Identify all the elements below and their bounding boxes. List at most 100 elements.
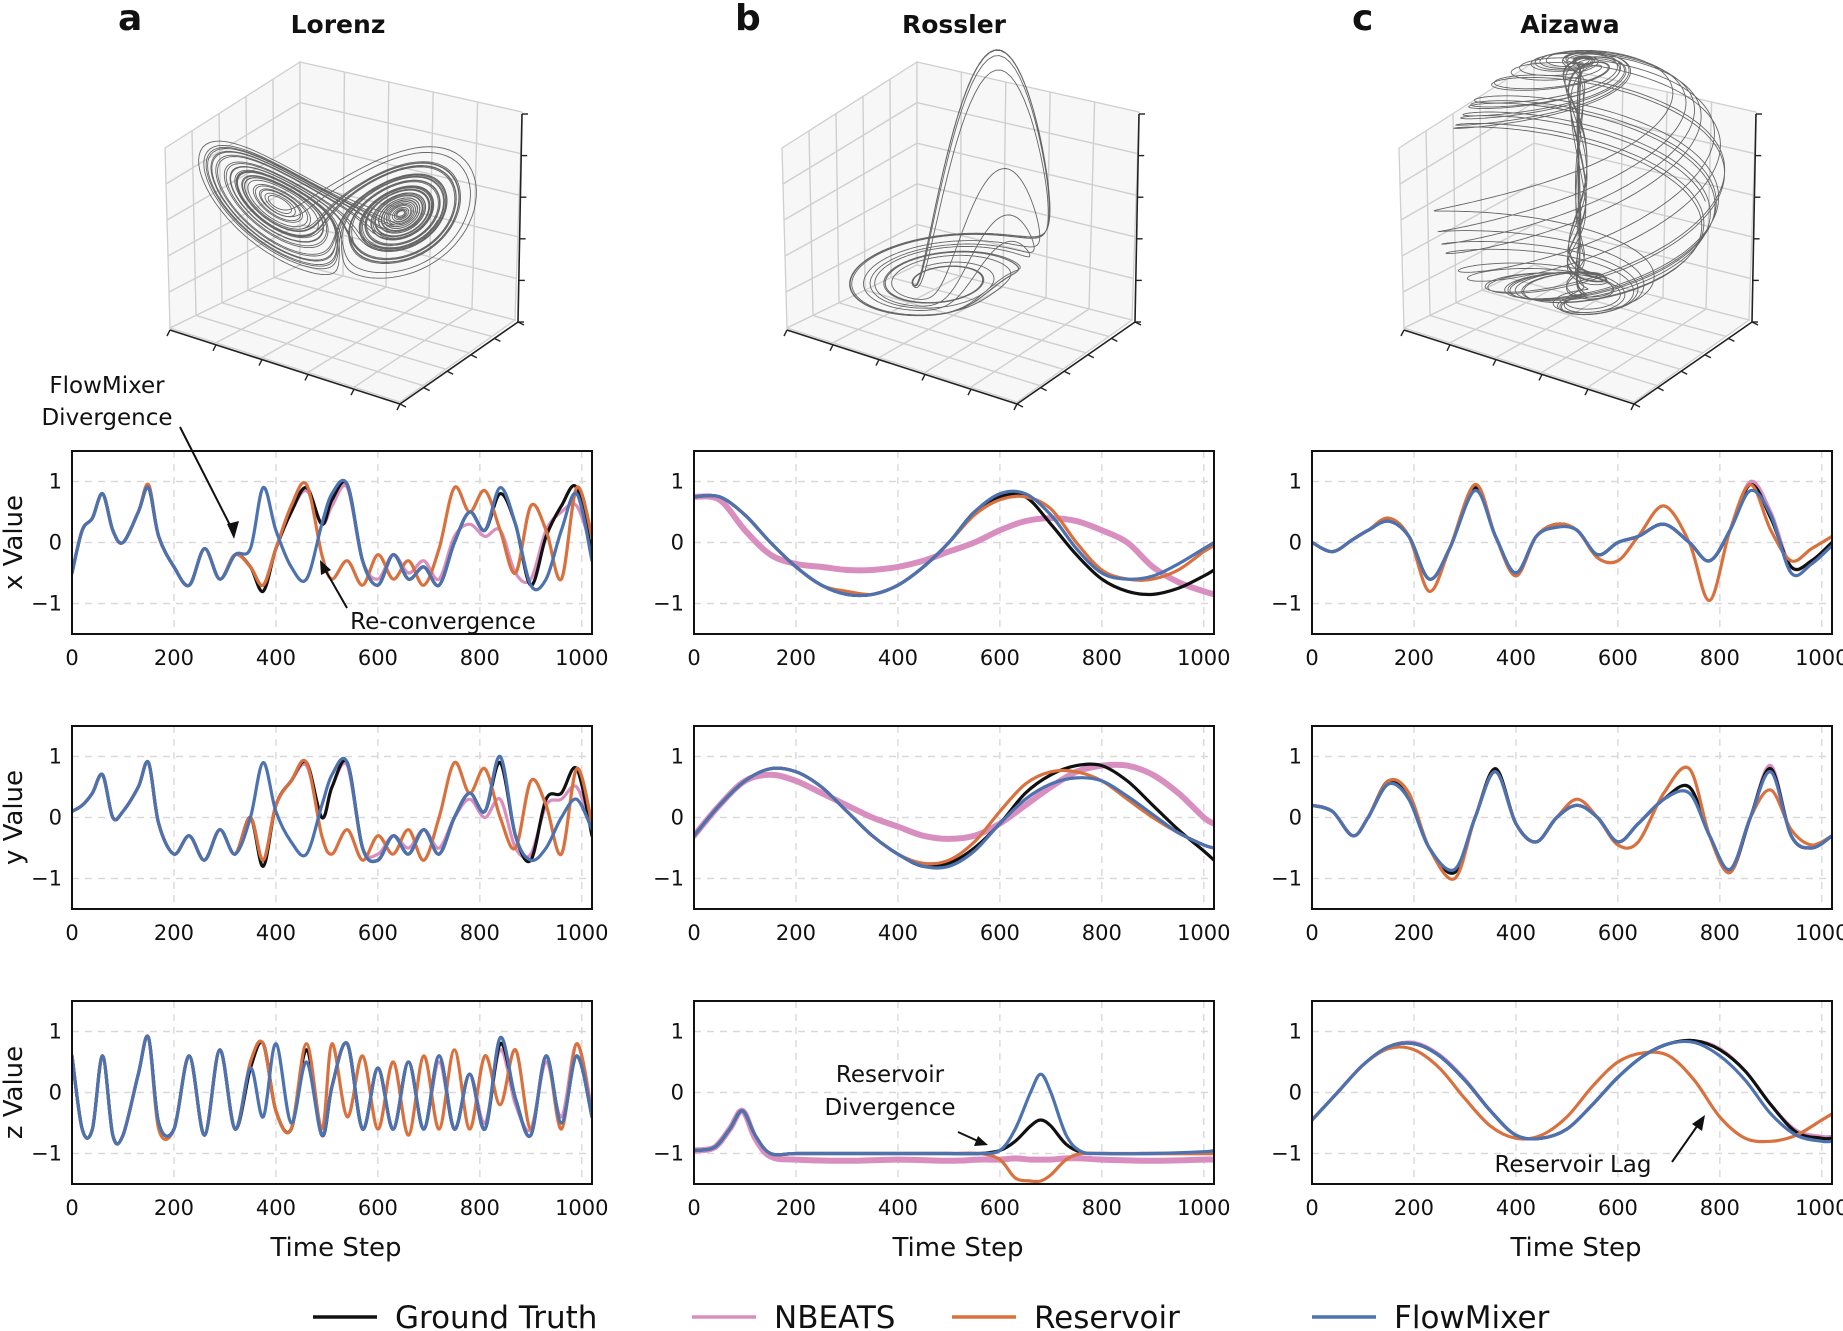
tick-3d [783, 329, 788, 337]
tick-3d [1584, 388, 1589, 396]
plot-frame [693, 725, 1215, 910]
axis-3d [786, 329, 1018, 405]
tick-3d [921, 374, 926, 381]
y-tick-label: 0 [49, 1081, 62, 1105]
x-axis-label: Time Step [269, 1233, 401, 1263]
annotation-arrowhead [227, 521, 239, 539]
tick-3d [1680, 370, 1688, 375]
grid-3d [1587, 308, 1707, 388]
y-axis-label: x Value [0, 495, 29, 590]
legend-label: Ground Truth [395, 1300, 597, 1331]
grid-3d [838, 302, 1064, 370]
grid-3d [1088, 101, 1096, 310]
x-tick-label: 400 [878, 921, 918, 945]
grid-3d [1429, 314, 1658, 387]
plot-frame [71, 450, 593, 635]
grid-3d [832, 275, 961, 344]
series-line-flowmixer [72, 754, 592, 864]
tick-3d [470, 354, 478, 359]
x-tick-label: 800 [460, 921, 500, 945]
x-tick-label: 800 [1700, 1196, 1740, 1220]
y-tick-label: 1 [49, 1020, 62, 1044]
y-tick-label: 0 [671, 531, 684, 555]
grid-3d [221, 302, 447, 370]
panel-lorenz-x: 0 200 400 600 800 1000 −1 0 1 x Value [0, 450, 609, 670]
axis-3d [1016, 321, 1136, 405]
tick-3d [1704, 354, 1712, 359]
tick-3d [1657, 386, 1664, 392]
y-tick-label: −1 [31, 867, 62, 891]
y-tick-label: 0 [1289, 1081, 1302, 1105]
tick-3d [1013, 403, 1018, 411]
series-line-flowmixer [694, 1072, 1214, 1157]
y-tick-label: −1 [31, 1142, 62, 1166]
tick-3d [166, 329, 171, 337]
x-tick-label: 0 [687, 646, 700, 670]
axis-3d [169, 329, 401, 405]
x-tick-label: 600 [980, 1196, 1020, 1220]
tick-3d [1728, 337, 1735, 343]
panel-aizawa-z: 0 200 400 600 800 1000 −1 0 1 Time Step [1271, 1000, 1843, 1263]
annotation-arrow [179, 426, 235, 534]
tick-3d [1400, 329, 1405, 337]
y-tick-label: −1 [653, 867, 684, 891]
y-tick-label: 1 [671, 745, 684, 769]
x-axis-label: Time Step [1509, 1233, 1641, 1263]
grid-3d [195, 314, 424, 387]
panel-rossler-z: 0 200 400 600 800 1000 −1 0 1 Time Step [653, 1000, 1231, 1263]
tick-3d [1492, 359, 1497, 366]
grid-3d [835, 113, 840, 303]
series-line-flowmixer [694, 766, 1214, 870]
plot-frame [1311, 725, 1833, 910]
series-line-flowmixer [1312, 488, 1832, 581]
pane-3d [168, 264, 517, 403]
grid-3d [167, 183, 301, 257]
x-tick-label: 1000 [555, 921, 608, 945]
tick-3d [258, 359, 263, 366]
x-tick-label: 200 [1394, 1196, 1434, 1220]
x-tick-label: 400 [878, 1196, 918, 1220]
legend: Ground Truth NBEATS Reservoir FlowMixer [313, 1300, 1550, 1331]
grid-3d [916, 101, 1138, 155]
tick-3d [1446, 344, 1451, 352]
panel-letter-b: b [735, 0, 761, 39]
title-rossler: Rossler [902, 10, 1007, 39]
plot-frame [693, 450, 1215, 635]
grid-3d [307, 297, 430, 373]
grid-3d [890, 276, 1110, 338]
grid-3d [1401, 183, 1535, 257]
tick-3d [1016, 403, 1024, 408]
x-tick-label: 1000 [555, 646, 608, 670]
grid-3d [166, 142, 301, 221]
x-tick-label: 600 [1598, 921, 1638, 945]
annotation-arrow [1671, 1121, 1701, 1163]
x-tick-label: 200 [776, 1196, 816, 1220]
grid-3d [878, 286, 1004, 359]
series-line-nbeats [1312, 479, 1832, 581]
grid-3d [1452, 113, 1457, 303]
x-tick-label: 600 [358, 646, 398, 670]
axis-3d [1134, 113, 1140, 323]
y-tick-label: 1 [49, 470, 62, 494]
x-tick-label: 200 [154, 921, 194, 945]
legend-label: FlowMixer [1394, 1300, 1550, 1331]
annotation-flowmixer-divergence: FlowMixer Divergence [41, 373, 239, 539]
axis-3d [1751, 113, 1757, 323]
x-tick-label: 1000 [1177, 1196, 1230, 1220]
y-tick-label: 1 [671, 470, 684, 494]
panel-letter-c: c [1352, 0, 1373, 39]
axis-3d [517, 113, 523, 323]
plot-frame [1311, 1000, 1833, 1185]
legend-label: NBEATS [774, 1300, 895, 1331]
grid-3d [1425, 130, 1431, 316]
grid-3d [299, 142, 520, 196]
x-tick-label: 200 [154, 646, 194, 670]
tick-3d [1087, 354, 1095, 359]
y-tick-label: 0 [49, 531, 62, 555]
tick-3d [304, 374, 309, 381]
tick-3d [1111, 337, 1118, 343]
panel-letter-a: a [118, 0, 142, 39]
x-tick-label: 600 [980, 646, 1020, 670]
x-tick-label: 800 [1700, 646, 1740, 670]
annotation-arrow [322, 565, 348, 609]
